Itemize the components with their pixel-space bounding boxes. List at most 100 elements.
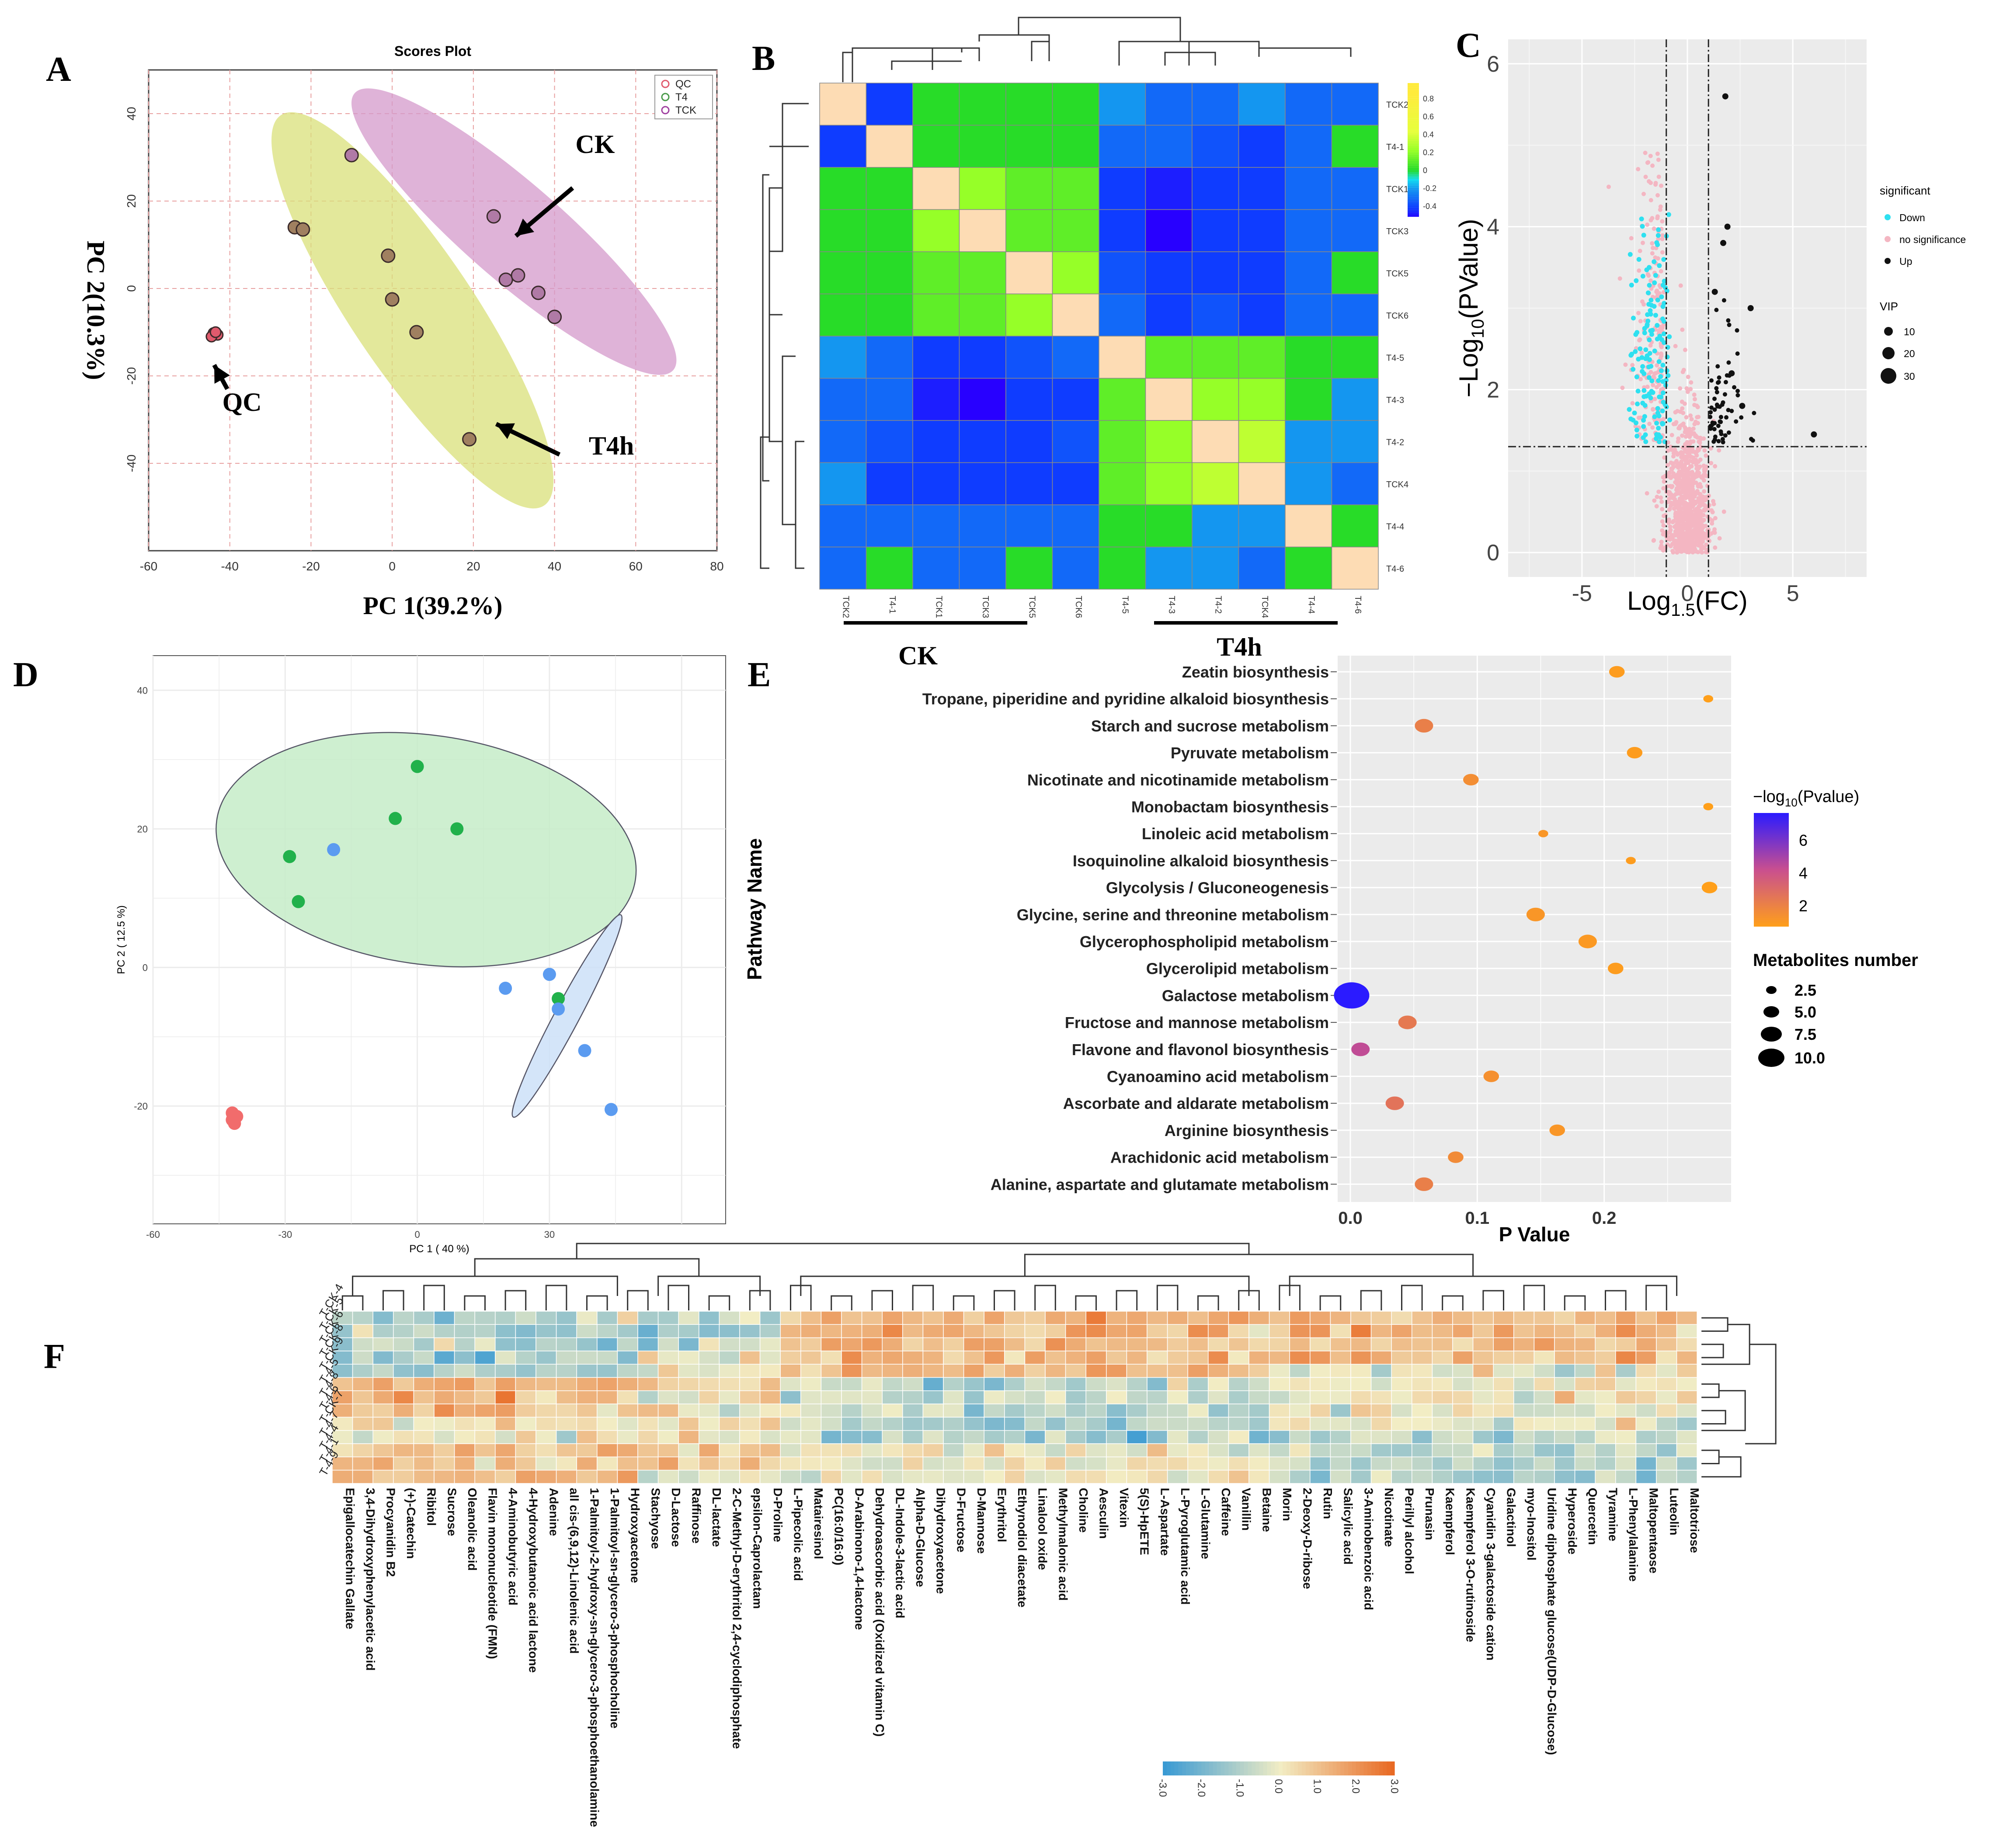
panel-b-cell	[1145, 462, 1193, 505]
panel-f-cell	[1595, 1337, 1616, 1351]
panel-c-point-ns	[1690, 479, 1695, 484]
panel-b-cell	[1099, 420, 1146, 463]
panel-f-cell	[1534, 1311, 1555, 1325]
panel-b-col-label: TCK3	[981, 596, 990, 618]
panel-f-colorbar-step	[1248, 1761, 1252, 1775]
panel-f-right-dendrogram-branch	[1701, 1410, 1726, 1425]
panel-c-point-ns	[1652, 498, 1657, 503]
panel-f-cell	[1126, 1377, 1148, 1391]
panel-b-cell	[959, 125, 1006, 168]
panel-f-cell	[1635, 1390, 1657, 1404]
panel-e-bubble	[1448, 1151, 1464, 1163]
panel-f-cell	[841, 1337, 862, 1351]
panel-f-cell	[495, 1403, 516, 1418]
panel-d-point-green	[292, 895, 305, 908]
panel-b-cell	[1285, 336, 1332, 379]
panel-b-cell	[1331, 209, 1379, 252]
panel-f-cell	[1147, 1403, 1168, 1418]
panel-f-cell	[1289, 1469, 1311, 1484]
panel-c-point-down	[1641, 435, 1646, 440]
panel-d-point-green	[410, 760, 424, 773]
panel-f-cell	[556, 1324, 577, 1338]
panel-c-point-ns	[1654, 504, 1659, 509]
panel-c-point-ns	[1685, 389, 1690, 394]
panel-e-bubble	[1483, 1070, 1499, 1082]
panel-c-point-ns	[1688, 496, 1693, 501]
panel-f-cell	[393, 1337, 414, 1351]
panel-c-point-ns	[1648, 198, 1653, 202]
panel-c-point-down	[1634, 434, 1640, 439]
panel-f-cell	[1147, 1337, 1168, 1351]
panel-f-cell	[984, 1469, 1005, 1484]
panel-b-cell	[1099, 209, 1146, 252]
panel-f-cell	[1412, 1351, 1433, 1365]
panel-f-cell	[1370, 1417, 1392, 1431]
panel-a-pca-scores-plot: A Scores Plot -60 -40 -20 0 20 40 60 80 40200-2…	[46, 43, 724, 620]
panel-c-point-down	[1656, 359, 1662, 364]
panel-f-cell	[1187, 1403, 1209, 1418]
panel-b-colorbar-step	[1408, 103, 1419, 106]
panel-c-point-ns	[1690, 535, 1695, 539]
panel-f-cell	[1208, 1377, 1229, 1391]
panel-d-point-blue	[552, 1002, 565, 1016]
panel-c-vip-10: 10	[1904, 326, 1915, 337]
panel-f-cell	[495, 1324, 516, 1338]
panel-f-cell	[474, 1351, 496, 1365]
panel-c-point-ns	[1659, 183, 1664, 188]
panel-b-cell	[1285, 293, 1332, 337]
panel-f-cell	[1412, 1390, 1433, 1404]
panel-c-point-ns	[1617, 276, 1622, 281]
panel-f-cell	[699, 1403, 720, 1418]
panel-f-cell	[1187, 1324, 1209, 1338]
panel-b-cell	[1285, 420, 1332, 463]
panel-b-top-dendrogram-branch	[932, 47, 980, 61]
panel-f-cell	[1187, 1311, 1209, 1325]
panel-f-cell	[1024, 1403, 1046, 1418]
panel-f-cell	[1228, 1417, 1249, 1431]
panel-f-cell	[1656, 1377, 1677, 1391]
panel-f-cell	[882, 1456, 903, 1471]
panel-f-col-label: PC(16:0/16:0)	[832, 1488, 846, 1565]
panel-f-cell	[739, 1456, 761, 1471]
panel-f-cell	[1350, 1311, 1372, 1325]
panel-c-point-ns	[1636, 311, 1641, 316]
panel-f-cell	[882, 1430, 903, 1444]
panel-f-cell	[1004, 1364, 1026, 1378]
panel-c-point-ns	[1686, 375, 1690, 379]
panel-d-x-tick: -60	[146, 1229, 160, 1240]
panel-c-point-ns	[1679, 549, 1684, 554]
panel-c-point-down	[1639, 216, 1644, 222]
panel-f-cell	[1269, 1311, 1290, 1325]
panel-f-cell	[495, 1417, 516, 1431]
panel-d-y-tick: 0	[143, 962, 148, 973]
panel-f-cell	[474, 1417, 496, 1431]
panel-f-cell	[821, 1403, 842, 1418]
panel-c-point-down	[1662, 340, 1667, 345]
panel-f-col-label: Erythritol	[995, 1488, 1009, 1542]
panel-e-color-tick-2: 2	[1799, 897, 1808, 915]
panel-c-point-ns	[1660, 250, 1665, 255]
panel-b-cell	[866, 251, 913, 295]
panel-f-cell	[515, 1469, 536, 1484]
panel-f-cell	[1106, 1430, 1127, 1444]
panel-f-cell	[1472, 1364, 1494, 1378]
panel-f-cell	[657, 1364, 679, 1378]
panel-f-cell	[413, 1403, 435, 1418]
panel-f-cell	[637, 1311, 659, 1325]
panel-b-cell	[1285, 378, 1332, 421]
panel-b-cell	[1285, 462, 1332, 505]
panel-b-colorbar-step	[1408, 123, 1419, 125]
panel-f-cell	[1472, 1351, 1494, 1365]
panel-f-cell	[372, 1403, 394, 1418]
panel-f-cell	[1065, 1456, 1086, 1471]
panel-c-point-ns	[1656, 236, 1661, 241]
panel-f-cell	[922, 1377, 944, 1391]
panel-c-point-ns	[1645, 491, 1649, 496]
panel-f-cell	[1004, 1390, 1026, 1404]
panel-c-point-down	[1640, 364, 1645, 369]
panel-c-point-ns	[1692, 422, 1697, 427]
panel-f-cell	[678, 1469, 699, 1484]
panel-f-cell	[1004, 1351, 1026, 1365]
panel-b-cell	[1145, 251, 1193, 295]
panel-c-point-ns	[1717, 448, 1721, 453]
